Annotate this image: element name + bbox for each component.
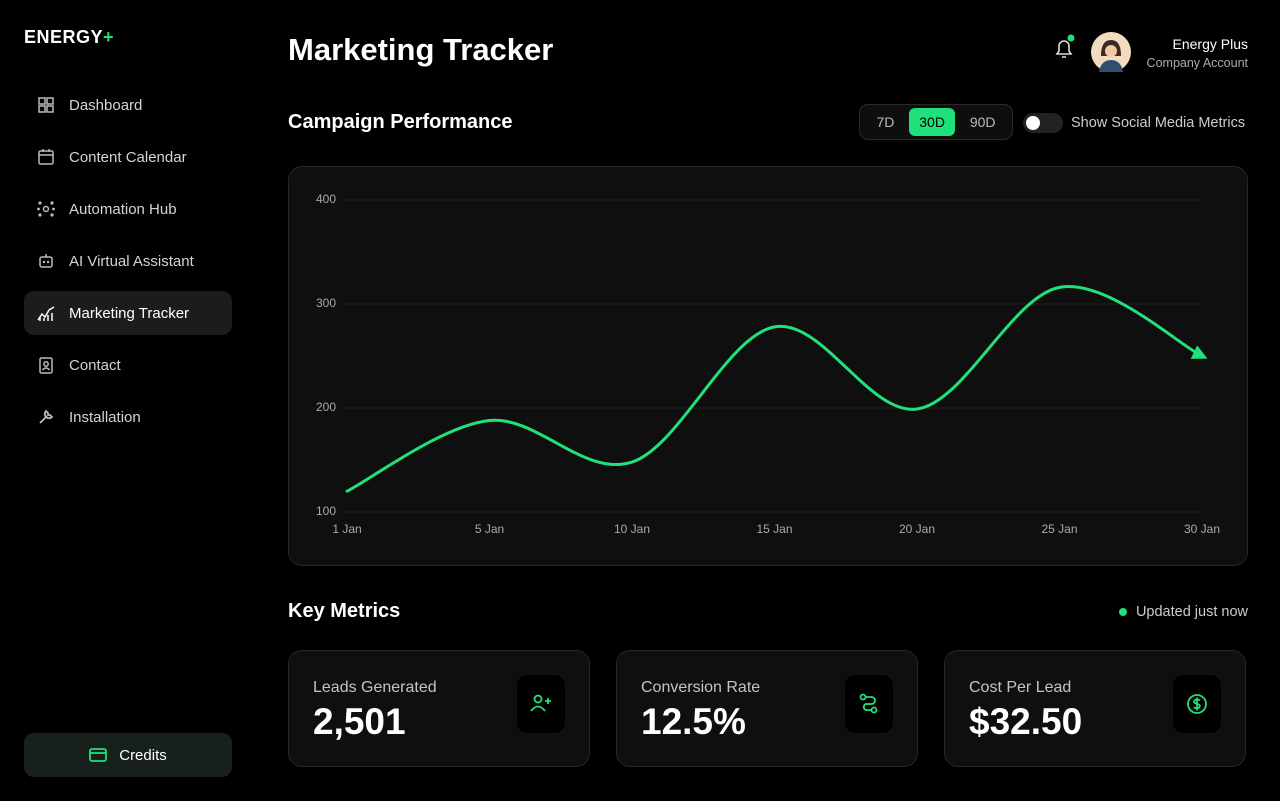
toggle-label: Show Social Media Metrics <box>1071 115 1246 131</box>
metric-label: Conversion Rate <box>641 679 761 696</box>
metric-value: $32.50 <box>969 701 1083 742</box>
nav-icon <box>39 254 53 268</box>
y-tick-label: 200 <box>316 400 336 414</box>
nav-item[interactable]: Installation <box>24 395 232 439</box>
section-title: Key Metrics <box>288 600 401 622</box>
brand-name: ENERGY <box>24 27 104 47</box>
range-button[interactable]: 7D <box>876 114 895 130</box>
x-tick-label: 1 Jan <box>332 522 361 536</box>
user-role: Company Account <box>1146 56 1248 70</box>
y-tick-label: 100 <box>316 504 336 518</box>
metric-label: Leads Generated <box>313 679 437 696</box>
line-series <box>345 285 1208 493</box>
user-name: Energy Plus <box>1172 36 1248 52</box>
nav-label: Contact <box>69 356 121 374</box>
nav-icon <box>38 97 54 113</box>
nav-label: AI Virtual Assistant <box>69 252 194 270</box>
nav-label: Content Calendar <box>69 148 187 166</box>
nav-icon <box>37 306 55 321</box>
page-title: Marketing Tracker <box>288 32 554 67</box>
nav-item[interactable]: AI Virtual Assistant <box>24 239 232 283</box>
x-tick-label: 15 Jan <box>756 522 792 536</box>
range-button[interactable]: 90D <box>969 114 996 130</box>
nav-item[interactable]: Content Calendar <box>24 135 232 179</box>
social-toggle[interactable] <box>1023 113 1063 133</box>
nav-item[interactable]: Marketing Tracker <box>24 291 232 335</box>
x-tick-label: 25 Jan <box>1041 522 1077 536</box>
chart-card: 100 200 300 400 1 Jan 5 Jan 10 Jan 15 Jan 20 Jan… <box>288 166 1248 566</box>
nav-icon <box>39 357 53 374</box>
brand: ENERGY+ <box>24 27 114 48</box>
nav-icon <box>37 201 55 217</box>
credits-icon <box>89 748 108 762</box>
range-selector: 7D 30D 90D <box>859 104 1013 140</box>
metric-card: Leads Generated 2,501 <box>288 650 590 767</box>
y-tick-label: 300 <box>316 296 336 310</box>
metric-value: 12.5% <box>641 701 746 742</box>
x-tick-label: 10 Jan <box>614 522 650 536</box>
metric-icon-glyph <box>1187 694 1207 714</box>
metric-icon <box>517 675 565 733</box>
credits-button[interactable]: Credits <box>24 733 232 777</box>
brand-accent: + <box>103 27 115 47</box>
nav-item[interactable]: Automation Hub <box>24 187 232 231</box>
x-tick-label: 20 Jan <box>899 522 935 536</box>
chart: 100 200 300 400 1 Jan 5 Jan 10 Jan 15 Jan 20 Jan… <box>316 192 1220 536</box>
nav-label: Automation Hub <box>69 200 177 218</box>
nav-label: Dashboard <box>69 96 143 114</box>
metric-card: Cost Per Lead $32.50 <box>944 650 1246 767</box>
metric-icon <box>1173 675 1221 733</box>
x-tick-label: 5 Jan <box>475 522 504 536</box>
metric-icon <box>845 675 893 733</box>
status: Updated just now <box>1118 604 1248 620</box>
notification-bell[interactable] <box>1052 34 1078 62</box>
nav-item[interactable]: Contact <box>24 343 232 387</box>
nav-item[interactable]: Dashboard <box>24 83 232 127</box>
avatar[interactable] <box>1091 32 1131 72</box>
y-tick-label: 400 <box>316 192 336 206</box>
x-tick-label: 30 Jan <box>1184 522 1220 536</box>
credits-label: Credits <box>119 746 167 764</box>
metric-label: Cost Per Lead <box>969 679 1072 696</box>
metric-icon-glyph <box>530 694 551 712</box>
status-text: Updated just now <box>1135 604 1248 620</box>
metric-value: 2,501 <box>313 701 406 742</box>
metric-icon-glyph <box>859 693 878 714</box>
range-button[interactable]: 30D <box>909 108 955 136</box>
nav-label: Marketing Tracker <box>69 304 190 322</box>
nav-icon <box>39 409 54 424</box>
metric-card: Conversion Rate 12.5% <box>616 650 918 767</box>
nav-label: Installation <box>69 408 141 426</box>
section-title: Campaign Performance <box>288 111 513 133</box>
nav-icon <box>38 149 54 165</box>
